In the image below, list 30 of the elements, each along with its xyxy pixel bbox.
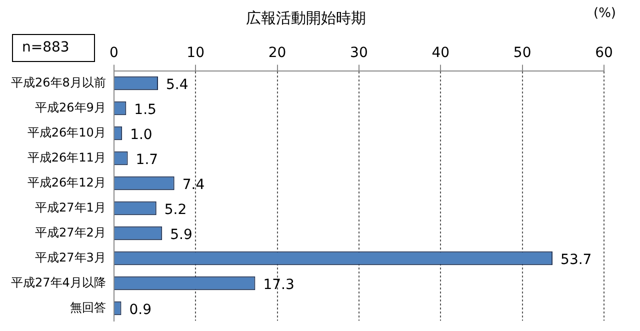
data-label: 53.7: [560, 252, 592, 268]
data-label: 0.9: [129, 302, 152, 318]
data-label: 5.2: [164, 202, 187, 218]
data-label: 5.4: [166, 76, 188, 93]
y-tick-label: 平成26年10月: [27, 125, 106, 140]
y-tick-label: 平成27年4月以降: [11, 275, 106, 290]
y-tick-label: 平成26年11月: [27, 150, 106, 164]
text: n=883: [22, 40, 70, 56]
y-tick-label: 平成26年8月以前: [11, 75, 106, 90]
x-axis-title: (%): [594, 6, 616, 21]
x-tick-label: 30: [350, 45, 368, 62]
y-tick-label: 平成27年2月: [35, 225, 106, 240]
chart-title: 広報活動開始時期: [246, 8, 366, 27]
data-label: 1.5: [134, 102, 156, 118]
y-tick-label: 平成26年9月: [35, 100, 106, 114]
y-tick-label: 平成27年1月: [35, 200, 106, 214]
data-label: 1.7: [136, 152, 158, 168]
x-tick-label: 40: [432, 45, 450, 62]
y-tick-label: 平成27年3月: [35, 250, 106, 264]
y-tick-label: 無回答: [70, 300, 106, 314]
y-tick-label: 平成26年12月: [27, 175, 106, 190]
x-tick-label: 10: [186, 45, 204, 62]
data-label: 17.3: [263, 276, 294, 293]
x-tick-label: 50: [513, 45, 532, 62]
data-label: 1.0: [130, 126, 152, 143]
data-label: 7.4: [182, 176, 205, 193]
data-label: 5.9: [170, 226, 192, 243]
x-tick-label: 60: [595, 45, 613, 62]
x-tick-label: 20: [268, 45, 286, 62]
x-tick-label: 0: [109, 45, 118, 62]
